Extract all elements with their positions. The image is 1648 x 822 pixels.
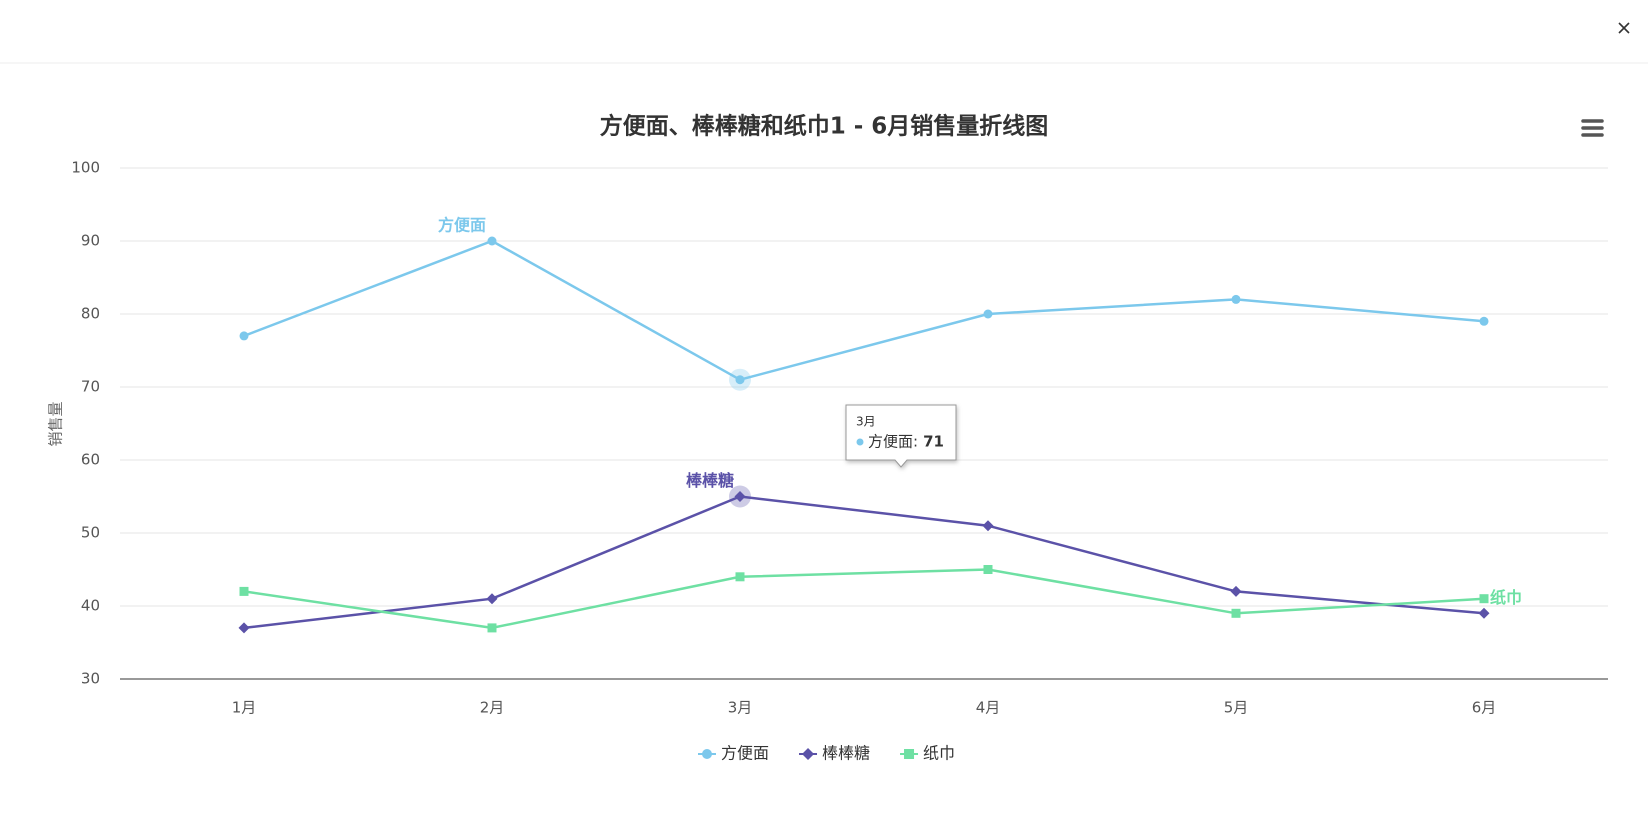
legend-label: 纸巾 — [923, 744, 955, 763]
point — [1231, 294, 1241, 304]
legend-label: 棒棒糖 — [822, 744, 870, 763]
tooltip-title: 3月 — [856, 415, 876, 429]
menu-button[interactable] — [1581, 119, 1604, 137]
legend-item[interactable]: 方便面 — [698, 744, 769, 763]
x-tick-label: 4月 — [976, 699, 1001, 717]
point — [734, 491, 746, 502]
y-tick-label: 90 — [81, 232, 100, 250]
point — [1479, 594, 1489, 604]
point — [238, 622, 250, 634]
legend-marker — [702, 749, 712, 759]
point — [983, 309, 993, 319]
chart-title: 方便面、棒棒糖和纸巾1 - 6月销售量折线图 — [600, 113, 1049, 140]
series-label: 棒棒糖 — [686, 471, 734, 490]
series: 棒棒糖 — [238, 471, 1490, 634]
point — [1479, 316, 1489, 326]
x-tick-label: 2月 — [480, 699, 505, 717]
y-tick-label: 40 — [81, 597, 100, 615]
series: 纸巾 — [239, 565, 1522, 633]
legend-item[interactable]: 纸巾 — [900, 744, 955, 763]
point — [735, 375, 745, 385]
point — [1230, 585, 1242, 597]
line — [243, 568, 1485, 630]
close-button[interactable] — [1618, 22, 1630, 34]
tooltip-box — [845, 404, 957, 468]
tooltip-value: 71 — [923, 433, 944, 451]
x-tick-label: 1月 — [232, 699, 257, 717]
x-tick-label: 3月 — [728, 699, 753, 717]
line — [243, 495, 1485, 630]
point — [982, 520, 994, 532]
x-tick-label: 6月 — [1472, 699, 1497, 717]
point — [239, 331, 249, 341]
tooltip-marker — [856, 438, 864, 446]
series-label: 方便面 — [438, 216, 486, 235]
legend-label: 方便面 — [721, 744, 769, 763]
series: 方便面 — [239, 216, 1489, 385]
legend-item[interactable]: 棒棒糖 — [799, 744, 870, 763]
point — [239, 586, 249, 596]
point — [1478, 607, 1490, 619]
point — [1231, 608, 1241, 618]
point — [735, 572, 745, 582]
y-tick-label: 100 — [71, 159, 100, 177]
y-tick-label: 50 — [81, 524, 100, 542]
point — [486, 593, 498, 605]
legend-marker — [802, 748, 815, 760]
point — [983, 565, 993, 574]
y-tick-label: 80 — [81, 305, 100, 323]
series-label: 纸巾 — [1490, 588, 1522, 607]
x-tick-label: 5月 — [1224, 699, 1249, 717]
y-tick-label: 30 — [81, 670, 100, 688]
point — [487, 623, 497, 633]
point — [487, 236, 497, 246]
y-axis-label: 销售量 — [47, 401, 65, 446]
legend-marker — [904, 749, 915, 759]
line — [243, 239, 1485, 382]
tooltip-label: 方便面: — [868, 433, 918, 451]
y-tick-label: 70 — [81, 378, 100, 396]
y-tick-label: 60 — [81, 451, 100, 469]
